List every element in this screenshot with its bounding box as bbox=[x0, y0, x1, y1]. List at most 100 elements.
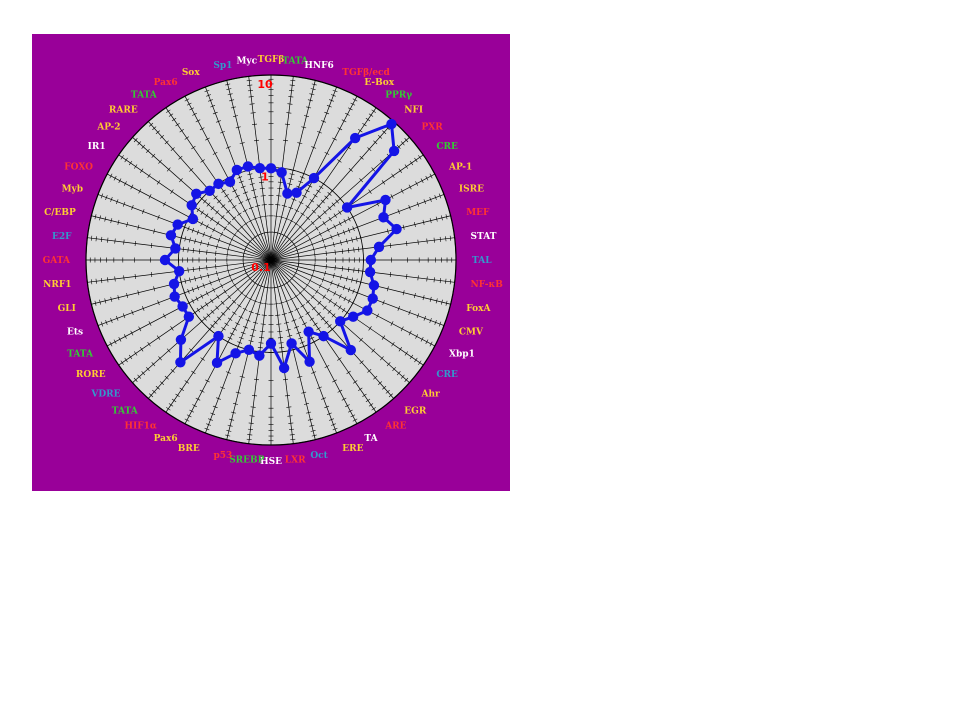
tick-mark bbox=[309, 424, 315, 427]
tick-mark bbox=[362, 393, 367, 398]
data-point-44 bbox=[186, 200, 197, 211]
category-label-47: TATA bbox=[131, 91, 158, 101]
tick-mark bbox=[220, 231, 224, 237]
tick-mark bbox=[331, 313, 336, 318]
tick-mark bbox=[228, 273, 231, 279]
tick-mark bbox=[200, 293, 204, 299]
tick-mark bbox=[199, 196, 204, 201]
tick-mark bbox=[284, 395, 290, 397]
tick-mark bbox=[365, 117, 371, 122]
tick-mark bbox=[341, 307, 346, 313]
tick-mark bbox=[279, 347, 285, 349]
data-point-24 bbox=[286, 338, 297, 349]
tick-mark bbox=[253, 196, 259, 199]
tick-mark bbox=[277, 187, 283, 190]
tick-mark bbox=[205, 379, 210, 383]
tick-mark bbox=[187, 288, 190, 294]
tick-mark bbox=[425, 175, 429, 181]
category-label-13: TAL bbox=[472, 256, 492, 266]
tick-mark bbox=[298, 201, 304, 205]
tick-mark bbox=[257, 216, 263, 219]
data-point-51 bbox=[254, 162, 266, 174]
tick-mark bbox=[284, 300, 290, 303]
category-label-33: VDRE bbox=[90, 389, 120, 399]
tick-mark bbox=[122, 313, 126, 319]
tick-mark bbox=[248, 422, 254, 424]
tick-mark bbox=[206, 265, 208, 271]
tick-mark bbox=[351, 214, 355, 220]
tick-mark bbox=[224, 322, 229, 327]
tick-mark bbox=[232, 299, 237, 304]
tick-mark bbox=[238, 180, 244, 184]
tick-mark bbox=[409, 354, 414, 360]
tick-mark bbox=[105, 171, 109, 177]
tick-mark bbox=[151, 362, 156, 367]
tick-mark bbox=[116, 315, 119, 321]
category-label-30: Pax6 bbox=[154, 434, 178, 444]
tick-mark bbox=[237, 212, 242, 216]
tick-mark bbox=[182, 422, 188, 426]
tick-mark bbox=[224, 438, 230, 441]
tick-mark bbox=[305, 232, 309, 238]
tick-mark bbox=[212, 227, 216, 233]
data-point-34 bbox=[183, 311, 195, 322]
tick-mark bbox=[193, 310, 197, 315]
tick-mark bbox=[347, 107, 353, 111]
tick-mark bbox=[134, 241, 136, 247]
tick-mark bbox=[217, 199, 222, 204]
tick-mark bbox=[210, 412, 216, 415]
tick-mark bbox=[377, 381, 383, 385]
tick-mark bbox=[322, 305, 327, 310]
tick-mark bbox=[396, 144, 401, 149]
tick-mark bbox=[243, 326, 248, 329]
data-point-1 bbox=[276, 167, 287, 178]
tick-mark bbox=[358, 387, 363, 392]
data-point-29 bbox=[230, 348, 241, 359]
tick-mark bbox=[133, 351, 138, 356]
tick-mark bbox=[407, 135, 412, 140]
tick-mark bbox=[141, 371, 146, 376]
tick-mark bbox=[100, 278, 103, 284]
tick-mark bbox=[421, 152, 425, 158]
tick-mark bbox=[316, 189, 321, 193]
tick-mark bbox=[202, 283, 205, 288]
tick-mark bbox=[220, 131, 225, 134]
tick-mark bbox=[215, 264, 217, 270]
tick-mark bbox=[445, 278, 447, 284]
tick-mark bbox=[293, 222, 299, 226]
tick-mark bbox=[441, 215, 443, 221]
tick-mark bbox=[316, 327, 321, 331]
tick-mark bbox=[311, 209, 316, 214]
tick-mark bbox=[303, 402, 309, 405]
tick-mark bbox=[187, 267, 189, 273]
data-point-30 bbox=[211, 357, 223, 369]
tick-mark bbox=[408, 205, 411, 210]
category-label-19: Ahr bbox=[421, 389, 441, 399]
tick-mark bbox=[373, 375, 378, 380]
tick-mark bbox=[381, 180, 386, 185]
category-label-18: CRE bbox=[436, 370, 458, 380]
tick-mark bbox=[454, 279, 456, 285]
tick-mark bbox=[396, 371, 401, 376]
tick-mark bbox=[220, 386, 225, 389]
data-point-22 bbox=[303, 326, 314, 337]
tick-mark bbox=[301, 345, 307, 348]
tick-mark bbox=[237, 176, 243, 179]
tick-mark bbox=[182, 246, 184, 252]
tick-mark bbox=[300, 212, 305, 216]
category-label-7: PXR bbox=[422, 123, 444, 133]
tick-mark bbox=[321, 237, 325, 243]
tick-mark bbox=[138, 188, 142, 194]
tick-mark bbox=[113, 339, 117, 345]
tick-mark bbox=[297, 142, 303, 145]
tick-mark bbox=[251, 328, 257, 331]
tick-mark bbox=[157, 300, 160, 306]
tick-mark bbox=[142, 306, 145, 311]
tick-mark bbox=[273, 215, 279, 217]
tick-mark bbox=[198, 248, 201, 254]
tick-mark bbox=[189, 237, 191, 243]
data-point-13 bbox=[365, 254, 377, 266]
tick-mark bbox=[406, 241, 408, 247]
tick-mark bbox=[358, 246, 360, 252]
data-point-37 bbox=[168, 278, 180, 290]
